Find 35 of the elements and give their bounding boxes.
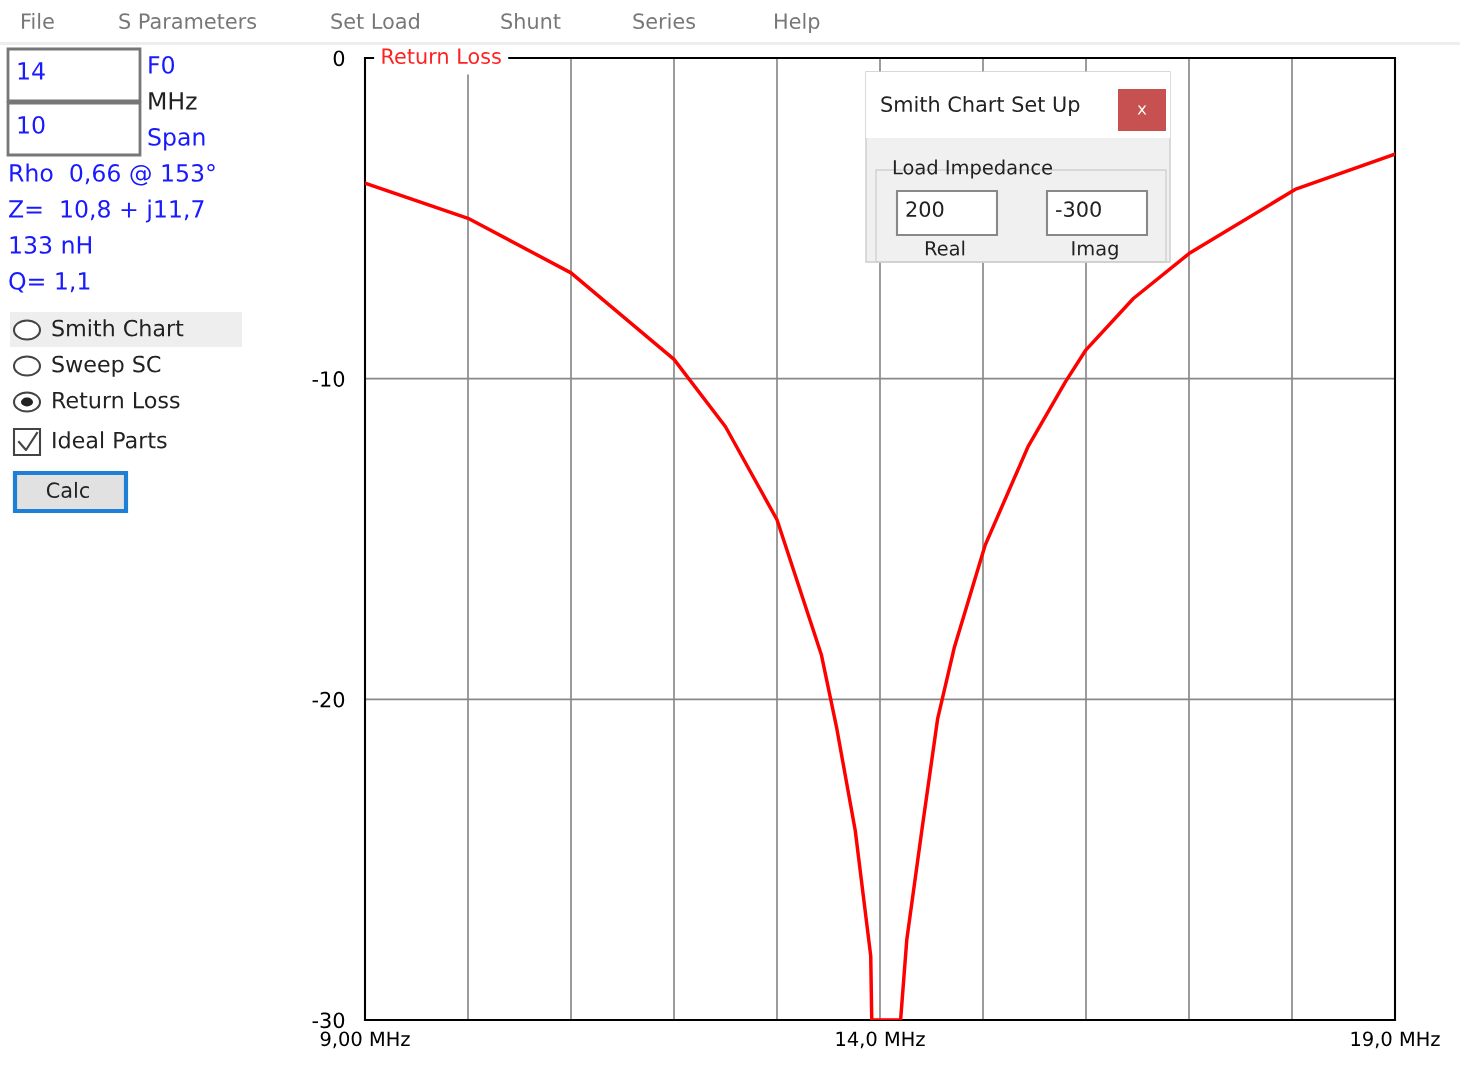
text: Calc xyxy=(46,481,89,499)
text: MHz xyxy=(149,92,197,110)
text: Span xyxy=(148,127,205,151)
y-tick-label: 0 xyxy=(333,50,345,67)
y-tick-label: -20 xyxy=(312,691,345,708)
text: Z= 10,8 + j11,7 xyxy=(9,199,204,223)
annotation: -300 xyxy=(1056,201,1101,218)
text: Shunt xyxy=(501,12,561,30)
x-tick-label: 9,00 MHz xyxy=(320,1031,410,1049)
text: Return Loss xyxy=(53,391,180,409)
x-tick-label: 14,0 MHz xyxy=(836,1031,925,1049)
text: F0 xyxy=(149,55,175,74)
text: Rho 0,66 @ 153° xyxy=(10,163,215,186)
text: File xyxy=(22,12,54,30)
y-tick-label: -30 xyxy=(312,1012,345,1029)
annotation: x xyxy=(1137,105,1147,115)
text: S Parameters xyxy=(119,13,257,30)
text: Series xyxy=(633,12,696,30)
text: Set Load xyxy=(331,12,419,30)
annotation: Smith Chart Set Up xyxy=(881,95,1080,117)
annotation: Imag xyxy=(1072,241,1118,260)
y-tick-label: -10 xyxy=(312,371,345,387)
text: 10 xyxy=(18,115,45,134)
annotation: 200 xyxy=(906,201,944,218)
text: Ideal Parts xyxy=(53,431,167,449)
text: 14 xyxy=(18,62,45,80)
annotation: Load Impedance xyxy=(893,159,1053,179)
text: Q= 1,1 xyxy=(9,271,90,293)
annotation: Real xyxy=(925,240,965,256)
chart-title: Return Loss xyxy=(382,48,501,65)
text: Smith Chart xyxy=(52,319,184,337)
x-tick-label: 19,0 MHz xyxy=(1351,1031,1440,1049)
text: Help xyxy=(775,12,820,34)
text: 133 nH xyxy=(10,235,91,254)
text: Sweep SC xyxy=(52,355,161,377)
